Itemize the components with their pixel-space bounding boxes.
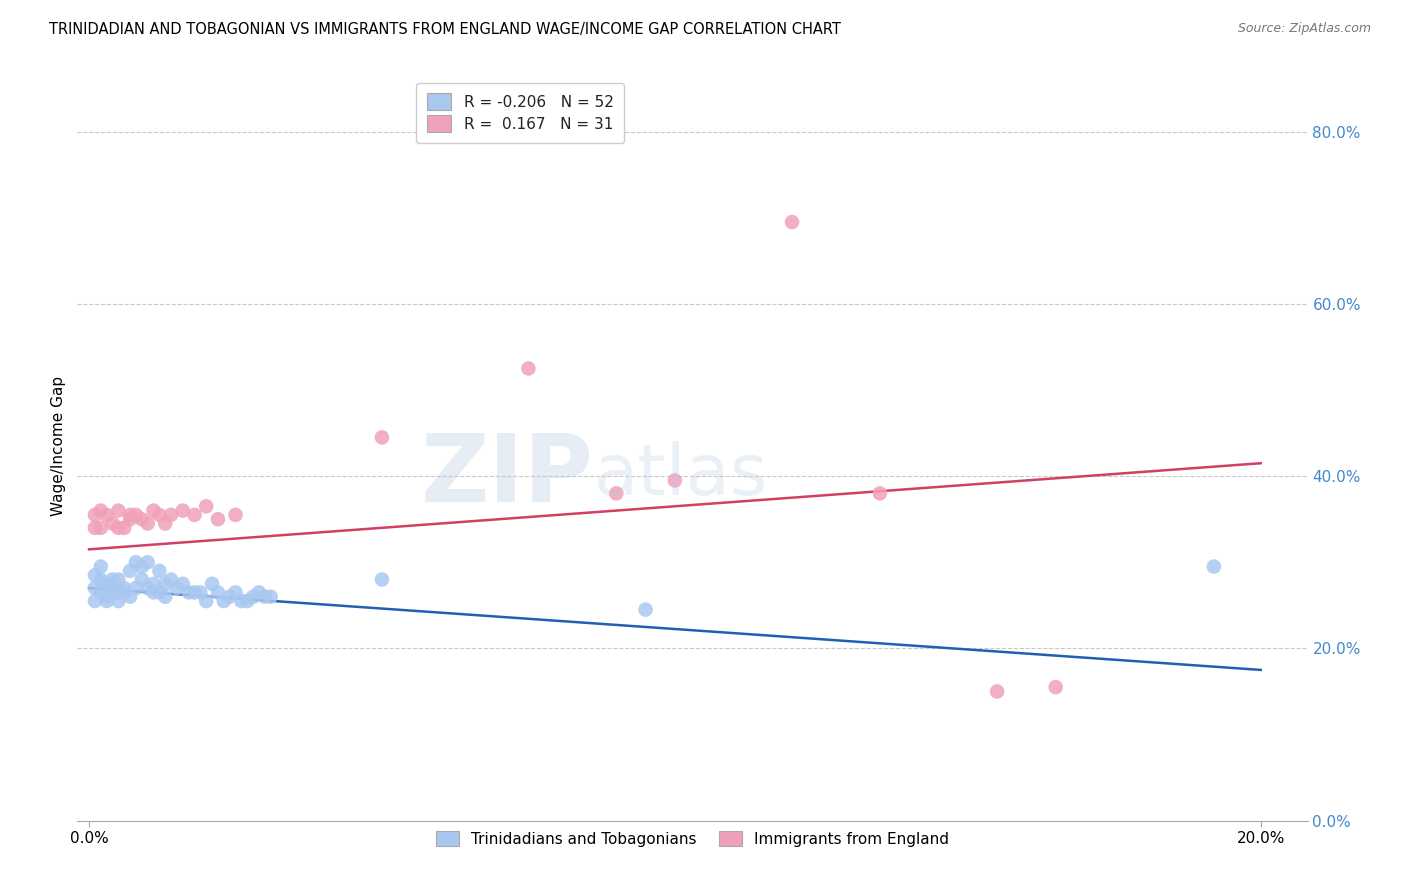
Point: [869, 486, 891, 500]
Point: [153, 516, 177, 531]
Point: [160, 508, 183, 522]
Point: [96, 594, 118, 608]
Point: [96, 576, 118, 591]
Point: [153, 590, 177, 604]
Point: [172, 576, 194, 591]
Point: [101, 573, 124, 587]
Point: [517, 361, 540, 376]
Point: [153, 576, 177, 591]
Point: [90, 585, 112, 599]
Point: [177, 585, 200, 599]
Point: [101, 585, 124, 599]
Point: [90, 559, 112, 574]
Point: [90, 521, 112, 535]
Point: [142, 585, 165, 599]
Point: [125, 555, 148, 569]
Point: [120, 512, 141, 526]
Point: [1045, 680, 1067, 694]
Point: [84, 568, 107, 582]
Point: [101, 516, 124, 531]
Point: [142, 503, 165, 517]
Point: [107, 585, 129, 599]
Point: [212, 594, 235, 608]
Point: [183, 585, 205, 599]
Point: [125, 508, 148, 522]
Point: [90, 573, 112, 587]
Point: [136, 581, 159, 595]
Point: [148, 508, 170, 522]
Point: [101, 581, 124, 595]
Point: [183, 508, 205, 522]
Point: [112, 585, 135, 599]
Point: [207, 512, 229, 526]
Point: [247, 585, 270, 599]
Point: [172, 503, 194, 517]
Point: [188, 585, 212, 599]
Point: [107, 573, 129, 587]
Point: [112, 521, 135, 535]
Point: [195, 594, 218, 608]
Text: Source: ZipAtlas.com: Source: ZipAtlas.com: [1237, 22, 1371, 36]
Text: ZIP: ZIP: [422, 430, 595, 522]
Text: atlas: atlas: [595, 442, 769, 510]
Point: [207, 585, 229, 599]
Point: [96, 508, 118, 522]
Text: TRINIDADIAN AND TOBAGONIAN VS IMMIGRANTS FROM ENGLAND WAGE/INCOME GAP CORRELATIO: TRINIDADIAN AND TOBAGONIAN VS IMMIGRANTS…: [49, 22, 841, 37]
Point: [112, 581, 135, 595]
Point: [131, 573, 153, 587]
Point: [605, 486, 627, 500]
Point: [120, 508, 141, 522]
Point: [131, 512, 153, 526]
Point: [131, 559, 153, 574]
Point: [84, 581, 107, 595]
Point: [148, 585, 170, 599]
Point: [136, 516, 159, 531]
Point: [260, 590, 283, 604]
Point: [160, 573, 183, 587]
Y-axis label: Wage/Income Gap: Wage/Income Gap: [51, 376, 66, 516]
Point: [225, 585, 247, 599]
Point: [986, 684, 1008, 698]
Point: [371, 430, 394, 444]
Point: [107, 594, 129, 608]
Point: [242, 590, 264, 604]
Point: [780, 215, 803, 229]
Point: [84, 594, 107, 608]
Point: [84, 521, 107, 535]
Point: [253, 590, 276, 604]
Point: [125, 581, 148, 595]
Point: [90, 503, 112, 517]
Point: [136, 555, 159, 569]
Point: [371, 573, 394, 587]
Point: [84, 508, 107, 522]
Point: [236, 594, 259, 608]
Point: [195, 500, 218, 514]
Point: [96, 590, 118, 604]
Point: [218, 590, 240, 604]
Point: [225, 508, 247, 522]
Point: [634, 602, 657, 616]
Point: [120, 590, 141, 604]
Point: [107, 521, 129, 535]
Point: [166, 581, 188, 595]
Point: [664, 474, 686, 488]
Point: [231, 594, 253, 608]
Legend: Trinidadians and Tobagonians, Immigrants from England: Trinidadians and Tobagonians, Immigrants…: [427, 823, 957, 855]
Point: [1202, 559, 1225, 574]
Point: [148, 564, 170, 578]
Point: [201, 576, 224, 591]
Point: [107, 503, 129, 517]
Point: [120, 564, 141, 578]
Point: [142, 576, 165, 591]
